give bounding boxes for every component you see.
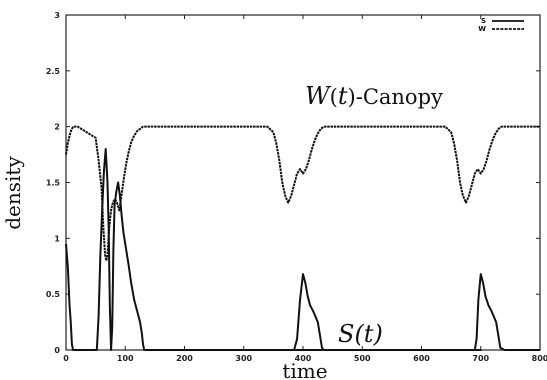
w-canopy-annotation-open: ( [330, 85, 338, 109]
series-line-w [65, 125, 540, 262]
w-canopy-annotation-t: t [338, 82, 348, 110]
legend-label-s: S [481, 17, 486, 25]
s-annotation: S(t) [338, 320, 383, 348]
y-tick-label: 2.5 [46, 67, 61, 76]
legend: S W [478, 17, 524, 33]
legend-label-w: W [478, 25, 486, 33]
y-tick-label: 3 [54, 11, 60, 20]
x-tick-label: 800 [532, 354, 547, 363]
x-axis-ticks: 0 100 200 300 400 500 600 700 800 [63, 15, 547, 363]
plot-frame [65, 14, 541, 351]
x-tick-label: 500 [354, 354, 371, 363]
y-axis-ticks: 0 0.5 1 1.5 2 2.5 3 [46, 11, 540, 355]
x-tick-label: 400 [295, 354, 312, 363]
y-tick-label: 1.5 [46, 179, 61, 188]
y-axis-title: density [1, 156, 25, 230]
x-tick-label: 200 [176, 354, 193, 363]
y-tick-label: 1 [54, 234, 60, 243]
w-canopy-annotation-var: W [305, 82, 332, 110]
series-line-s [65, 148, 540, 351]
x-tick-label: 100 [117, 354, 134, 363]
y-tick-label: 0 [54, 346, 60, 355]
y-tick-label: 0.5 [46, 290, 61, 299]
x-axis-title: time [282, 359, 327, 380]
w-canopy-annotation: W(t)-Canopy [305, 82, 443, 110]
series-layer [65, 125, 540, 351]
x-tick-label: 600 [413, 354, 430, 363]
x-tick-label: 0 [63, 354, 69, 363]
x-tick-label: 700 [472, 354, 489, 363]
x-tick-label: 300 [235, 354, 252, 363]
y-tick-label: 2 [54, 123, 60, 132]
w-canopy-annotation-post: )-Canopy [348, 85, 443, 109]
